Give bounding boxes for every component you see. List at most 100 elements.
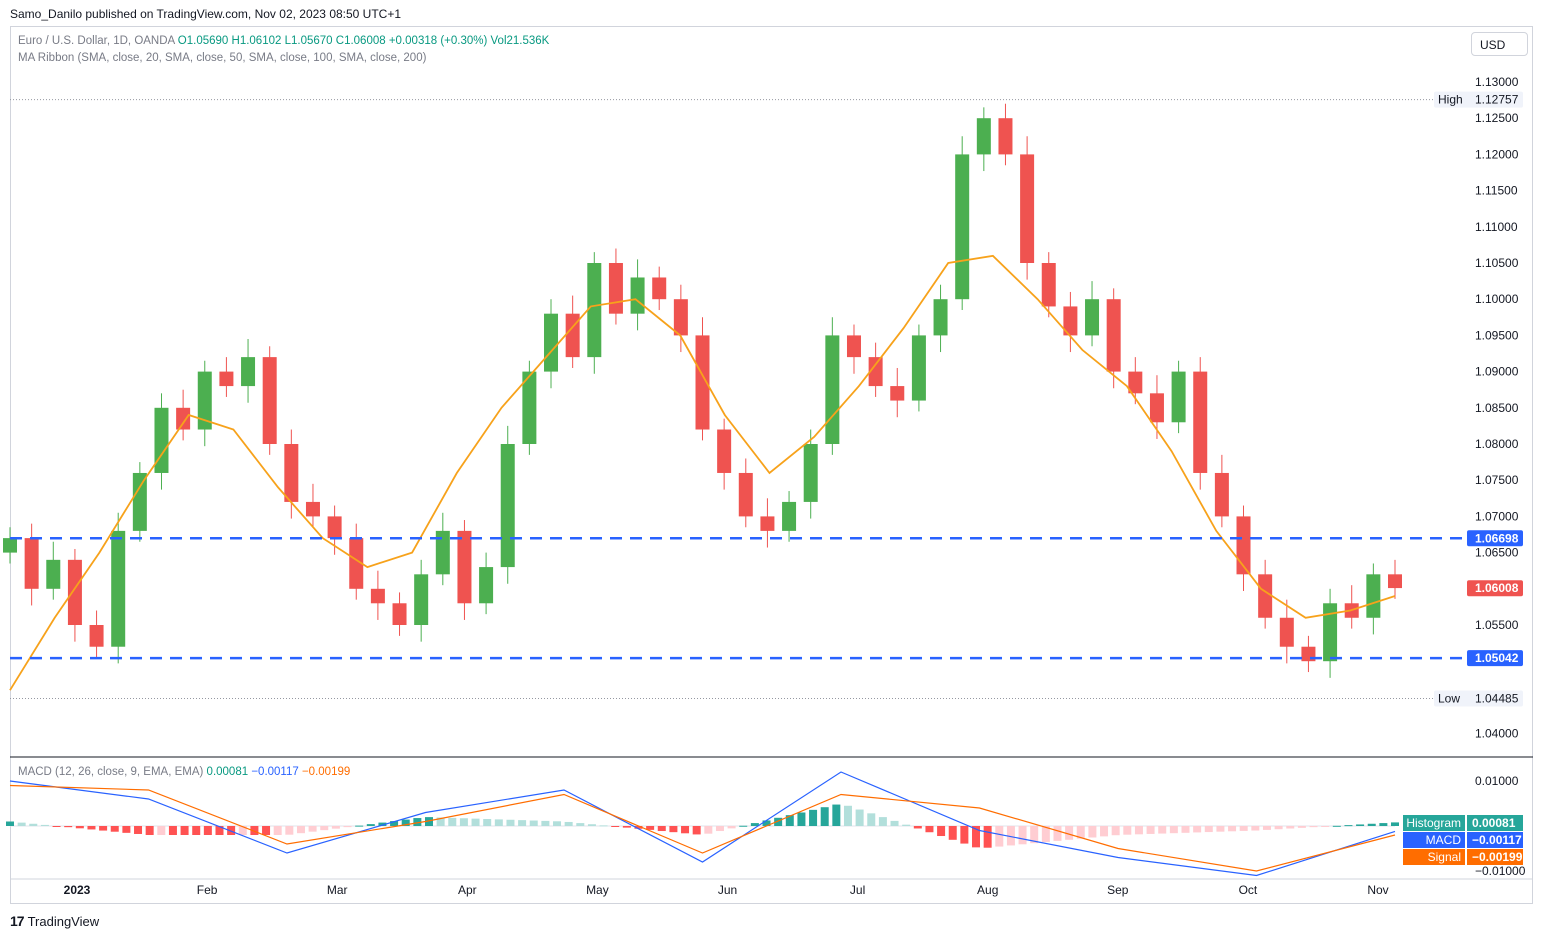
macd-histogram-bar xyxy=(401,819,410,826)
candle-body xyxy=(305,501,320,517)
price-tick-label: 1.09500 xyxy=(1475,328,1519,342)
price-tick-label: 1.07500 xyxy=(1475,473,1519,487)
level-price-tag-text: 1.05042 xyxy=(1475,651,1519,665)
macd-histogram-bar xyxy=(262,826,271,835)
price-tick-label: 1.07000 xyxy=(1475,509,1519,523)
candle-body xyxy=(262,357,277,444)
macd-histogram-bar xyxy=(529,820,538,826)
candle-body xyxy=(67,559,82,625)
candle-body xyxy=(803,444,818,502)
macd-histogram-bar xyxy=(774,817,783,826)
macd-histogram-bar xyxy=(1239,826,1248,831)
macd-histogram-bar xyxy=(960,826,969,844)
symbol-name: Euro / U.S. Dollar, 1D, OANDA xyxy=(18,35,175,47)
macd-histogram-bar xyxy=(518,820,527,826)
last-price-tag-text: 1.06008 xyxy=(1475,581,1519,595)
macd-histogram-bar xyxy=(378,822,387,826)
macd-histogram-bar xyxy=(227,826,236,835)
macd-histogram-bar xyxy=(180,826,189,835)
macd-histogram-bar xyxy=(1262,826,1271,830)
candle-body xyxy=(890,386,905,401)
candle-body xyxy=(111,530,126,647)
macd-histogram-bar xyxy=(424,817,433,826)
price-pane[interactable] xyxy=(3,99,1533,880)
macd-histogram-bar xyxy=(448,817,457,826)
extreme-price-text: 1.12757 xyxy=(1475,93,1519,107)
candle-body xyxy=(998,118,1013,155)
candle-body xyxy=(24,538,39,589)
candle-body xyxy=(1106,299,1121,372)
last-price-tag xyxy=(1467,580,1523,597)
macd-histogram-bar xyxy=(634,826,643,829)
macd-histogram-bar xyxy=(99,826,108,831)
candle-body xyxy=(825,335,840,444)
currency-button[interactable]: USD xyxy=(1471,32,1528,56)
high-value: H1.06102 xyxy=(231,35,282,47)
macd-histogram-bar xyxy=(192,826,201,835)
ma20-line xyxy=(9,254,1396,691)
macd-histogram-bar xyxy=(1274,826,1283,830)
price-tick-label: 1.05500 xyxy=(1475,618,1519,632)
macd-histogram-bar xyxy=(785,815,794,826)
macd-histogram-bar xyxy=(40,824,49,826)
macd-histogram-bar xyxy=(17,822,26,826)
macd-histogram-bar xyxy=(750,823,759,826)
candle-body xyxy=(370,588,385,604)
macd-histogram-bar xyxy=(878,817,887,826)
macd-histogram-bar xyxy=(366,824,375,826)
macd-histogram-bar xyxy=(1088,826,1097,838)
candle-body xyxy=(132,472,147,531)
candle-body xyxy=(1020,154,1035,263)
macd-histogram-bar xyxy=(657,826,666,832)
price-tick-label: 1.10500 xyxy=(1475,256,1519,270)
ma-ribbon-legend[interactable]: MA Ribbon (SMA, close, 20, SMA, close, 5… xyxy=(18,52,427,64)
macd-histogram-bar xyxy=(832,804,841,826)
time-tick-label: 2023 xyxy=(64,883,91,897)
candle-body xyxy=(197,371,212,430)
price-tick-label: 1.11500 xyxy=(1475,184,1518,198)
macd-histogram-bar xyxy=(727,826,736,829)
candle-body xyxy=(241,357,256,387)
time-tick-label: Apr xyxy=(458,883,477,897)
macd-label-tag xyxy=(1403,849,1465,865)
candle-body xyxy=(1063,306,1078,336)
candle-body xyxy=(717,429,732,473)
macd-histogram-bar xyxy=(1228,826,1237,832)
macd-histogram-bar xyxy=(331,826,340,829)
macd-histogram-bar xyxy=(1041,826,1050,843)
macd-pane[interactable] xyxy=(6,771,1399,877)
candle-body xyxy=(349,538,364,589)
macd-histogram-bar xyxy=(1076,826,1085,839)
candle-body xyxy=(782,501,797,531)
macd-histogram-bar xyxy=(867,813,876,826)
macd-histogram-bar xyxy=(273,826,282,835)
footer-brand[interactable]: 17 TradingView xyxy=(10,913,99,929)
macd-histogram-bar xyxy=(343,826,352,828)
macd-histogram-bar xyxy=(285,826,294,835)
candle-body xyxy=(652,277,667,300)
macd-histogram-bar xyxy=(168,826,177,835)
macd-histogram-bar xyxy=(925,826,934,833)
macd-histogram-bar xyxy=(1309,826,1318,828)
volume-value: Vol21.536K xyxy=(490,35,550,47)
macd-histogram-bar xyxy=(843,805,852,826)
candle-body xyxy=(1128,371,1143,394)
macd-histogram-bar xyxy=(541,820,550,826)
macd-legend[interactable]: MACD (12, 26, close, 9, EMA, EMA) 0.0008… xyxy=(18,766,350,778)
macd-signal-line xyxy=(9,784,1396,872)
candle-body xyxy=(608,263,623,314)
macd-histogram-bar xyxy=(587,824,596,826)
macd-histogram-bar xyxy=(1391,822,1399,826)
extreme-price-tag xyxy=(1434,91,1523,108)
macd-histogram-bar xyxy=(576,823,585,826)
price-axis[interactable]: 1.13000 1.12500 1.12000 1.11500 1.11000 1.105… xyxy=(64,75,1526,897)
candle-body xyxy=(1193,371,1208,473)
price-tick-label: 1.13000 xyxy=(1475,75,1519,89)
candle-body xyxy=(630,277,645,314)
price-tick-label: 1.09000 xyxy=(1475,365,1519,379)
macd-histogram-bar xyxy=(296,826,305,834)
macd-histogram-bar xyxy=(1193,826,1202,833)
macd-histogram-bar xyxy=(692,826,701,835)
macd-histogram-bar xyxy=(413,818,422,826)
